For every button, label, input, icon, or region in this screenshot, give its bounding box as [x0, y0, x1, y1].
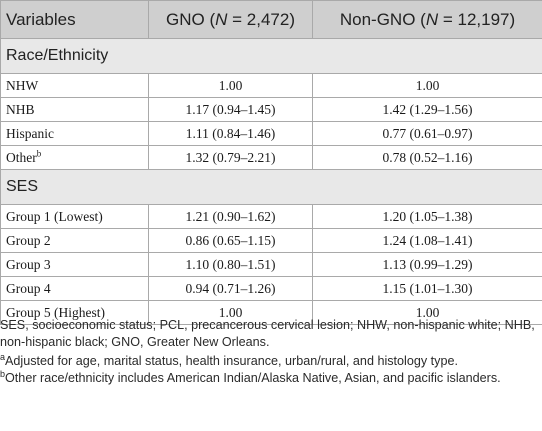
row-label: Group 1 (Lowest) — [0, 204, 149, 229]
non-gno-value: 1.00 — [312, 73, 542, 98]
gno-value: 1.10 (0.80–1.51) — [148, 252, 313, 277]
table-footnotes: SES, socioeconomic status; PCL, precance… — [0, 317, 542, 389]
gno-value: 1.11 (0.84–1.46) — [148, 121, 313, 146]
non-gno-value: 1.00 — [312, 300, 542, 325]
non-gno-value: 0.77 (0.61–0.97) — [312, 121, 542, 146]
row-label: Group 5 (Highest) — [0, 300, 149, 325]
footnote-a: aAdjusted for age, marital status, healt… — [0, 351, 458, 368]
section-row-race-ethnicity: Race/Ethnicity — [0, 38, 542, 74]
table-row: NHW 1.00 1.00 — [0, 73, 542, 98]
section-row-ses: SES — [0, 169, 542, 205]
footnote-abbreviations: SES, socioeconomic status; PCL, precance… — [0, 318, 535, 349]
non-gno-value: 0.78 (0.52–1.16) — [312, 145, 542, 170]
gno-value: 1.32 (0.79–2.21) — [148, 145, 313, 170]
footnote-b: bOther race/ethnicity includes American … — [0, 368, 501, 385]
gno-value: 1.00 — [148, 73, 313, 98]
table-row: Otherb 1.32 (0.79–2.21) 0.78 (0.52–1.16) — [0, 145, 542, 170]
row-label: Hispanic — [0, 121, 149, 146]
header-gno: GNO (N = 2,472) — [148, 0, 313, 39]
non-gno-value: 1.24 (1.08–1.41) — [312, 228, 542, 253]
gno-value: 0.94 (0.71–1.26) — [148, 276, 313, 301]
table-row: Group 5 (Highest) 1.00 1.00 — [0, 300, 542, 325]
footnote-marker-b: b — [36, 148, 42, 158]
section-title: SES — [0, 169, 542, 205]
table-row: Group 2 0.86 (0.65–1.15) 1.24 (1.08–1.41… — [0, 228, 542, 253]
row-label: Otherb — [0, 145, 149, 170]
table-row: NHB 1.17 (0.94–1.45) 1.42 (1.29–1.56) — [0, 97, 542, 122]
row-label: Group 3 — [0, 252, 149, 277]
table-row: Group 3 1.10 (0.80–1.51) 1.13 (0.99–1.29… — [0, 252, 542, 277]
gno-value: 0.86 (0.65–1.15) — [148, 228, 313, 253]
header-variables: Variables — [0, 0, 149, 39]
table-row: Group 1 (Lowest) 1.21 (0.90–1.62) 1.20 (… — [0, 204, 542, 229]
non-gno-value: 1.13 (0.99–1.29) — [312, 252, 542, 277]
gno-value: 1.17 (0.94–1.45) — [148, 97, 313, 122]
non-gno-value: 1.42 (1.29–1.56) — [312, 97, 542, 122]
gno-value: 1.00 — [148, 300, 313, 325]
row-label: NHW — [0, 73, 149, 98]
section-title: Race/Ethnicity — [0, 38, 542, 74]
row-label: NHB — [0, 97, 149, 122]
row-label: Group 4 — [0, 276, 149, 301]
row-label: Group 2 — [0, 228, 149, 253]
table-row: Hispanic 1.11 (0.84–1.46) 0.77 (0.61–0.9… — [0, 121, 542, 146]
non-gno-value: 1.20 (1.05–1.38) — [312, 204, 542, 229]
header-non-gno: Non-GNO (N = 12,197) — [312, 0, 542, 39]
table-row: Group 4 0.94 (0.71–1.26) 1.15 (1.01–1.30… — [0, 276, 542, 301]
table-header-row: Variables GNO (N = 2,472) Non-GNO (N = 1… — [0, 0, 542, 39]
gno-value: 1.21 (0.90–1.62) — [148, 204, 313, 229]
results-table: Variables GNO (N = 2,472) Non-GNO (N = 1… — [0, 0, 542, 325]
non-gno-value: 1.15 (1.01–1.30) — [312, 276, 542, 301]
footnote-marker-b: b — [0, 368, 6, 379]
footnote-marker-a: a — [0, 351, 6, 362]
